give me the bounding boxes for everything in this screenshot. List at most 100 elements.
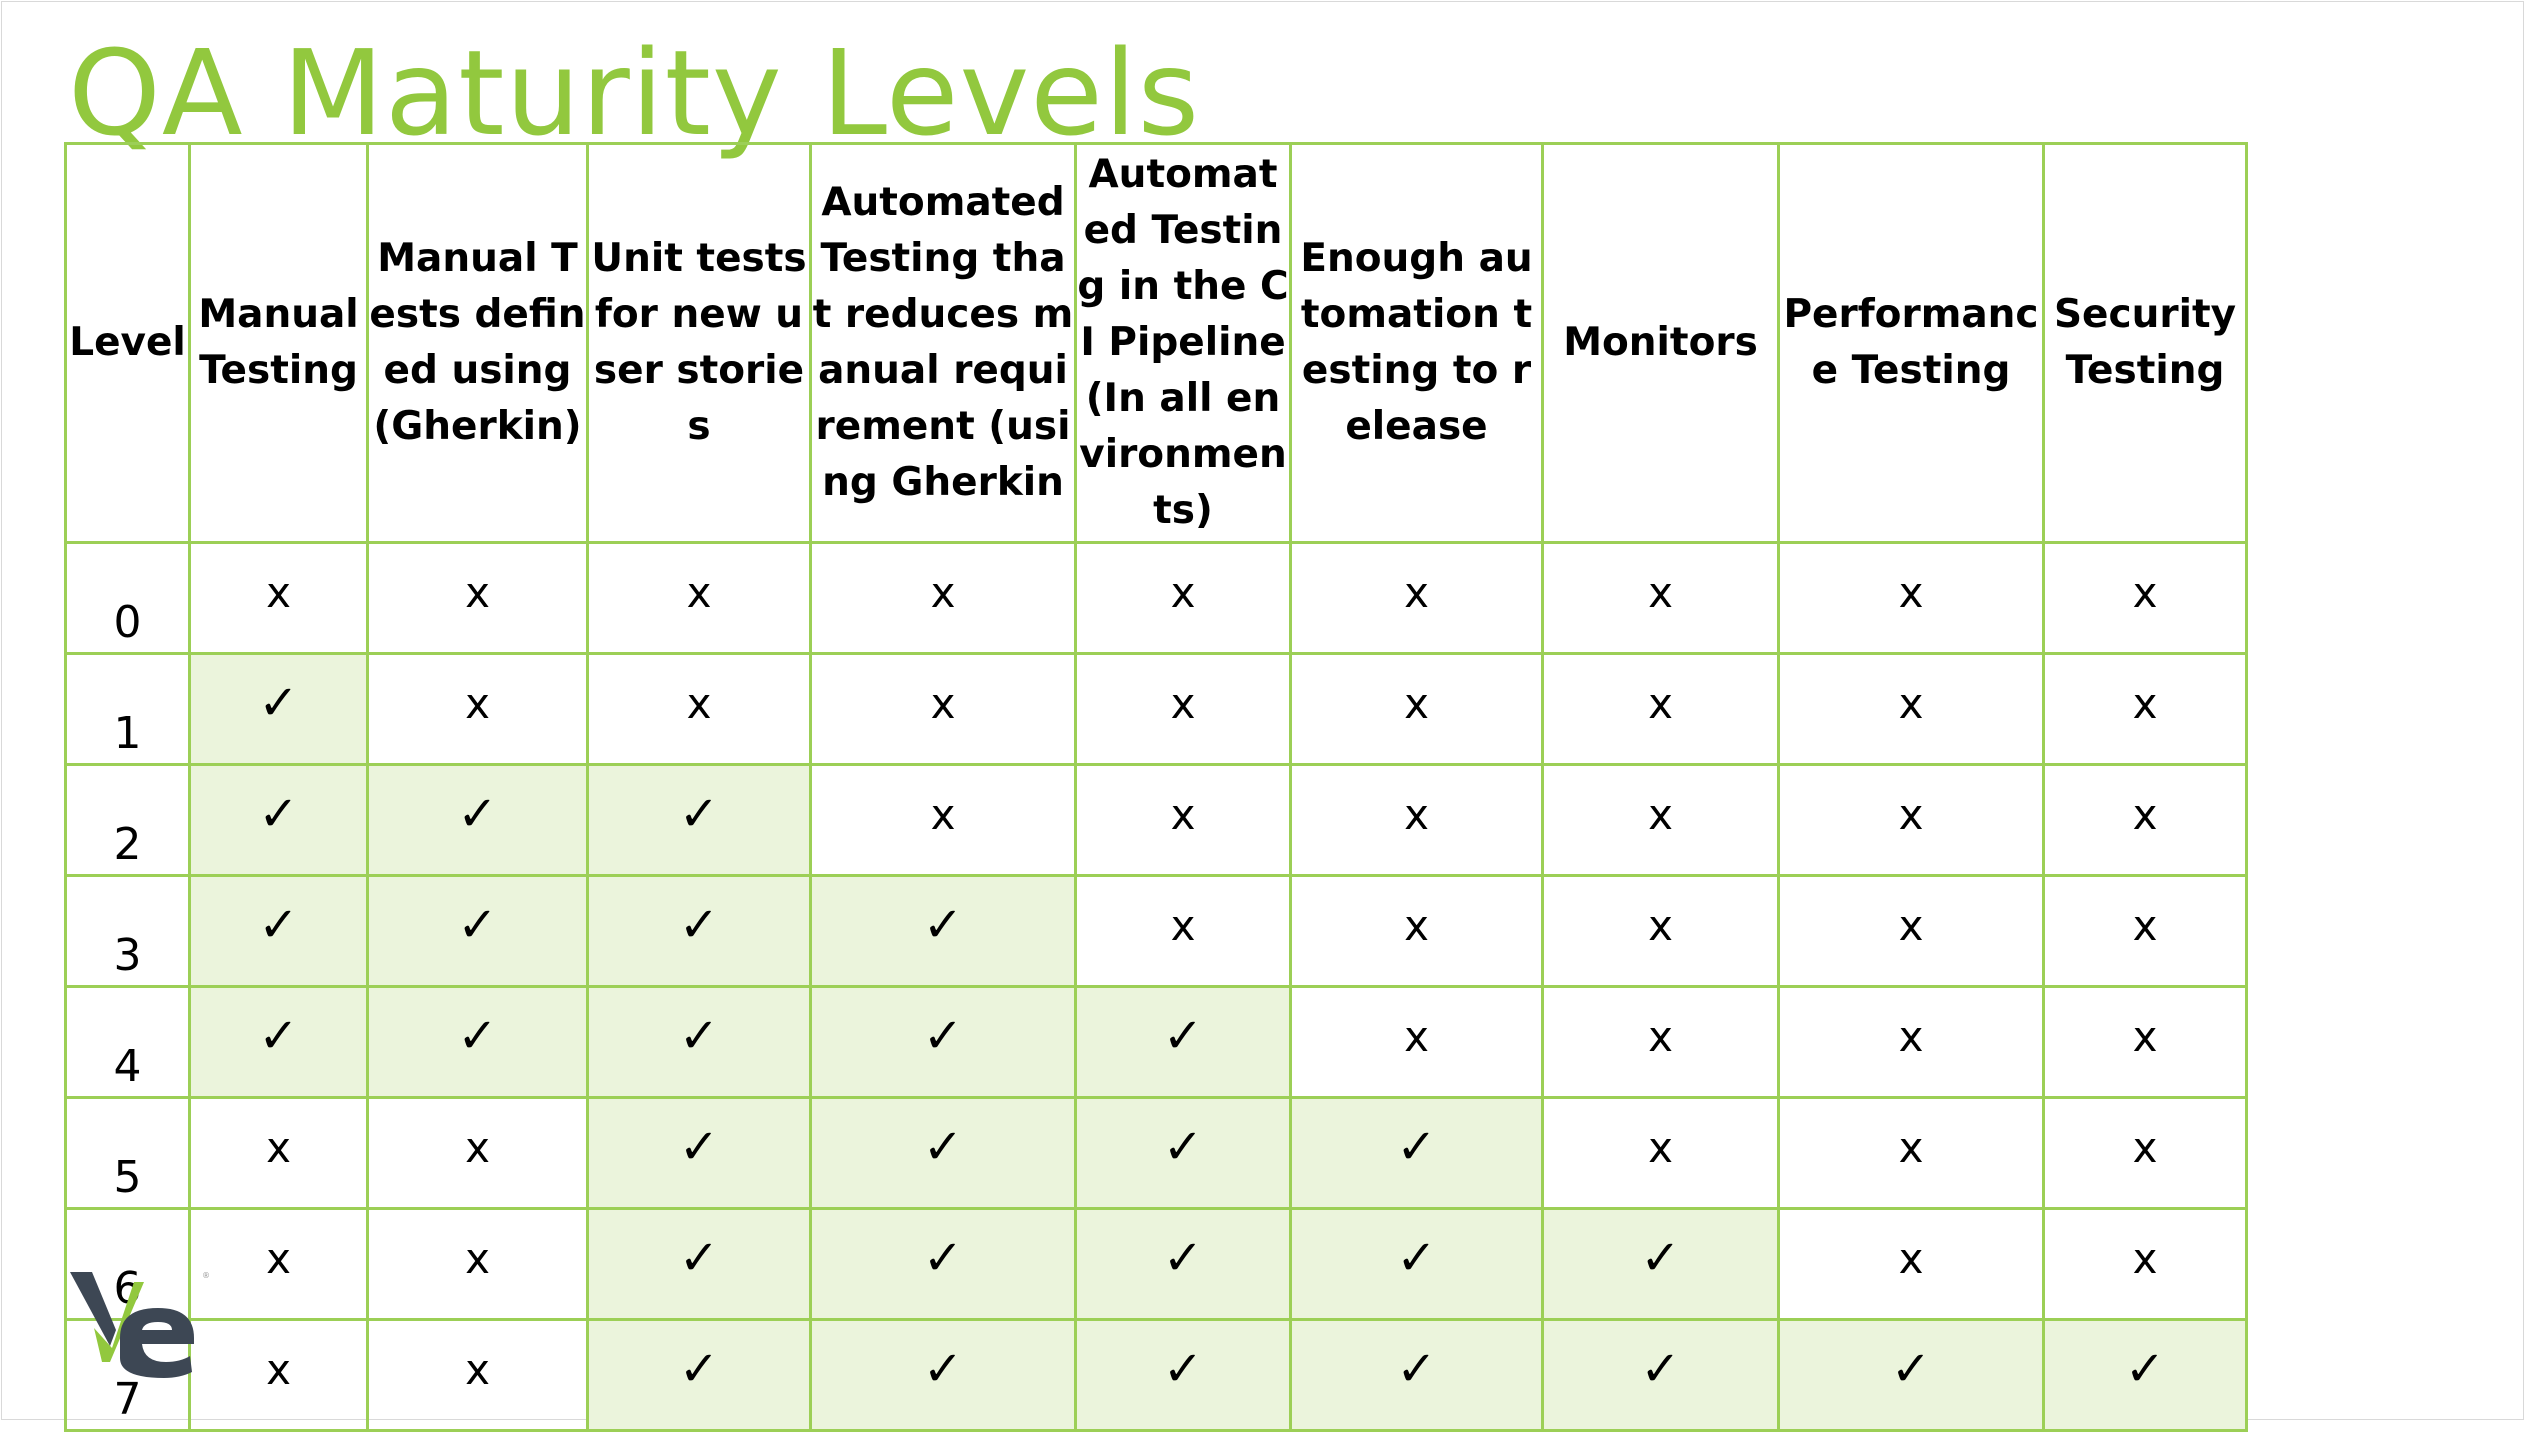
cell-security-testing-cross: x (2042, 985, 2248, 1099)
cell-manual-testing-cross: x (188, 1207, 369, 1321)
cell-performance-testing-cross: x (1777, 985, 2045, 1099)
checkmark-icon: ✓ (1396, 1341, 1437, 1397)
cell-enough-automation-cross: x (1289, 541, 1544, 655)
cell-manual-testing-check: ✓ (188, 763, 369, 877)
table-row: 7 x x ✓ ✓ ✓ ✓ ✓ ✓ ✓ (64, 1318, 2248, 1432)
cell-performance-testing-cross: x (1777, 1207, 2045, 1321)
checkmark-icon: ✓ (1162, 1008, 1204, 1064)
checkmark-icon: ✓ (2124, 1341, 2166, 1397)
checkmark-icon: ✓ (922, 897, 964, 953)
cell-manual-tests-gherkin-check: ✓ (366, 874, 589, 988)
header-monitors: Monitors (1541, 142, 1780, 544)
cross-mark: x (686, 567, 712, 617)
cell-unit-tests-check: ✓ (586, 985, 812, 1099)
checkmark-icon: ✓ (457, 1008, 498, 1064)
level-cell: 4 (64, 985, 191, 1099)
cross-mark: x (1404, 567, 1429, 617)
cell-monitors-check: ✓ (1541, 1318, 1780, 1432)
level-cell: 2 (64, 763, 191, 877)
cell-manual-tests-gherkin-cross: x (366, 1096, 589, 1210)
cross-mark: x (1898, 1122, 1924, 1172)
table-row: 6 x x ✓ ✓ ✓ ✓ ✓ x x (64, 1207, 2248, 1321)
checkmark-icon: ✓ (457, 786, 498, 842)
cell-security-testing-cross: x (2042, 1207, 2248, 1321)
checkmark-icon: ✓ (1890, 1341, 1932, 1397)
cross-mark: x (1404, 678, 1429, 728)
cell-manual-testing-check: ✓ (188, 652, 369, 766)
checkmark-icon: ✓ (258, 1008, 299, 1064)
cross-mark: x (465, 1233, 490, 1283)
table-row: 5 x x ✓ ✓ ✓ ✓ x x x (64, 1096, 2248, 1210)
cross-mark: x (1648, 678, 1673, 728)
cell-automated-ci-pipeline-check: ✓ (1074, 1096, 1292, 1210)
cross-mark: x (1898, 1011, 1924, 1061)
cross-mark: x (1648, 1122, 1673, 1172)
checkmark-icon: ✓ (922, 1119, 964, 1175)
cross-mark: x (266, 567, 291, 617)
cross-mark: x (930, 678, 956, 728)
cross-mark: x (266, 1233, 291, 1283)
cell-monitors-cross: x (1541, 874, 1780, 988)
cross-mark: x (2132, 1233, 2158, 1283)
table-body: 0 x x x x x x x x x 1 ✓ x x x x x x x x 2 ✓ ✓ ✓ x x x x x x 3 ✓ ✓ ✓ ✓ x x x x x… (64, 541, 2248, 1432)
cross-mark: x (266, 1122, 291, 1172)
header-manual-testing: Manual Testing (188, 142, 369, 544)
cell-manual-tests-gherkin-cross: x (366, 1207, 589, 1321)
maturity-table: Level Manual Testing Manual Tests define… (64, 142, 2248, 1432)
cross-mark: x (465, 1344, 490, 1394)
checkmark-icon: ✓ (678, 1008, 720, 1064)
cell-automated-testing-check: ✓ (809, 874, 1077, 988)
cross-mark: x (1648, 900, 1673, 950)
cross-mark: x (2132, 1122, 2158, 1172)
cell-manual-testing-cross: x (188, 1096, 369, 1210)
cell-enough-automation-cross: x (1289, 652, 1544, 766)
cross-mark: x (1170, 789, 1196, 839)
cell-automated-ci-pipeline-cross: x (1074, 652, 1292, 766)
cross-mark: x (2132, 678, 2158, 728)
cross-mark: x (2132, 1011, 2158, 1061)
cell-performance-testing-cross: x (1777, 652, 2045, 766)
cell-enough-automation-cross: x (1289, 985, 1544, 1099)
checkmark-icon: ✓ (678, 786, 720, 842)
checkmark-icon: ✓ (678, 1230, 720, 1286)
checkmark-icon: ✓ (1162, 1119, 1204, 1175)
cell-automated-testing-cross: x (809, 652, 1077, 766)
ve-logo-icon: ® (70, 1271, 210, 1378)
header-manual-tests-gherkin: Manual Tests defined using (Gherkin) (366, 142, 589, 544)
cell-automated-ci-pipeline-check: ✓ (1074, 985, 1292, 1099)
cell-security-testing-cross: x (2042, 652, 2248, 766)
checkmark-icon: ✓ (258, 897, 299, 953)
cross-mark: x (1898, 567, 1924, 617)
cell-automated-ci-pipeline-cross: x (1074, 763, 1292, 877)
cell-unit-tests-cross: x (586, 541, 812, 655)
cell-manual-tests-gherkin-cross: x (366, 541, 589, 655)
cell-unit-tests-check: ✓ (586, 874, 812, 988)
cell-manual-testing-cross: x (188, 1318, 369, 1432)
cell-manual-testing-check: ✓ (188, 874, 369, 988)
cross-mark: x (465, 567, 490, 617)
checkmark-icon: ✓ (1162, 1341, 1204, 1397)
cell-automated-ci-pipeline-cross: x (1074, 874, 1292, 988)
cell-manual-testing-cross: x (188, 541, 369, 655)
cell-manual-tests-gherkin-check: ✓ (366, 985, 589, 1099)
table-row: 4 ✓ ✓ ✓ ✓ ✓ x x x x (64, 985, 2248, 1099)
table-row: 0 x x x x x x x x x (64, 541, 2248, 655)
cell-unit-tests-check: ✓ (586, 1096, 812, 1210)
cross-mark: x (1170, 900, 1196, 950)
checkmark-icon: ✓ (922, 1230, 964, 1286)
cell-automated-testing-cross: x (809, 763, 1077, 877)
cell-performance-testing-cross: x (1777, 541, 2045, 655)
cell-unit-tests-check: ✓ (586, 763, 812, 877)
header-unit-tests: Unit tests for new user stories (586, 142, 812, 544)
cross-mark: x (1648, 789, 1673, 839)
cross-mark: x (1404, 1011, 1429, 1061)
table-row: 2 ✓ ✓ ✓ x x x x x x (64, 763, 2248, 877)
cell-automated-testing-check: ✓ (809, 1207, 1077, 1321)
cell-performance-testing-check: ✓ (1777, 1318, 2045, 1432)
table-row: 1 ✓ x x x x x x x x (64, 652, 2248, 766)
checkmark-icon: ✓ (258, 675, 299, 731)
cross-mark: x (1170, 678, 1196, 728)
cell-monitors-cross: x (1541, 652, 1780, 766)
cross-mark: x (2132, 567, 2158, 617)
cell-manual-testing-check: ✓ (188, 985, 369, 1099)
